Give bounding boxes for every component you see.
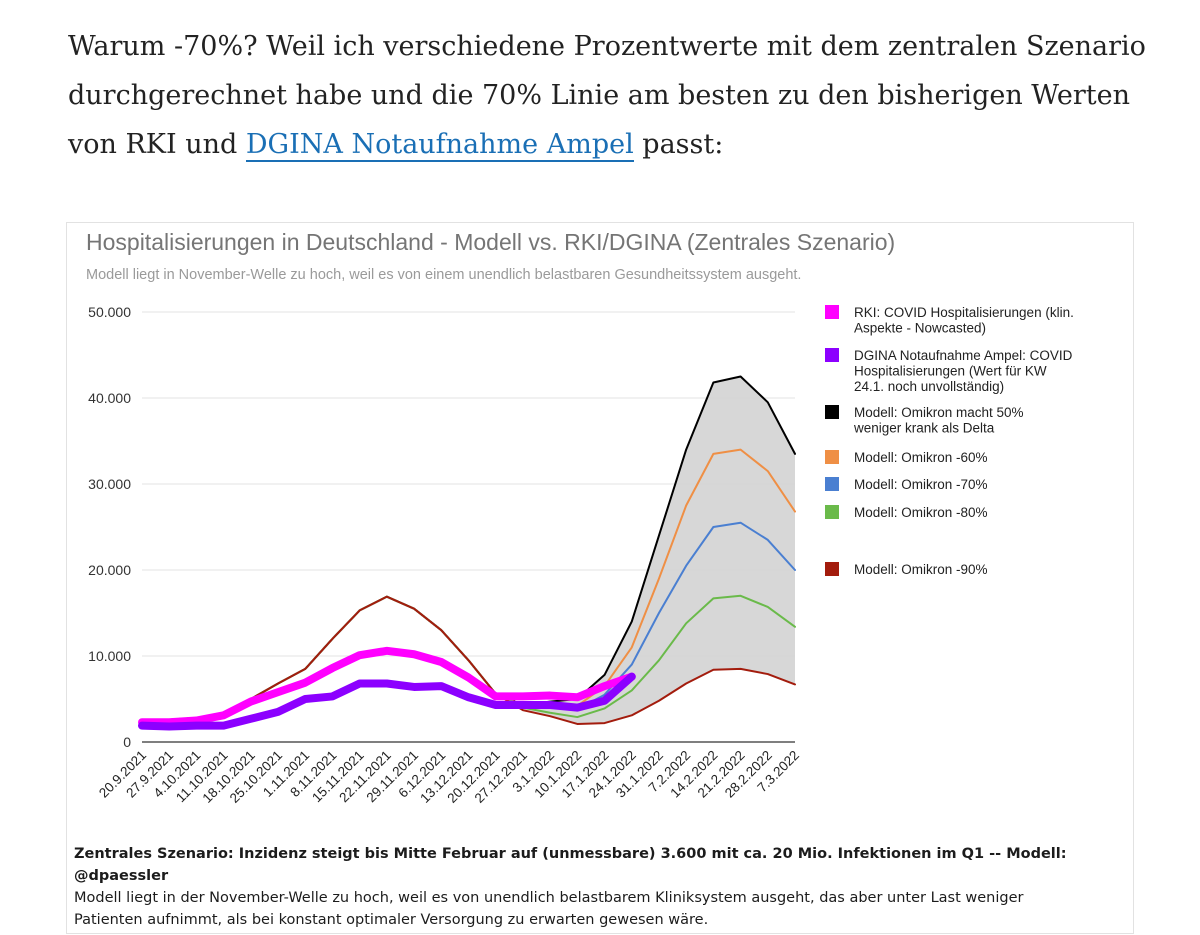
y-tick-label: 50.000	[88, 304, 131, 320]
article-text-before: Warum -70%? Weil ich verschiedene Prozen…	[68, 31, 1146, 160]
dgina-link[interactable]: DGINA Notaufnahme Ampel	[245, 129, 634, 162]
chart-subtitle: Modell liegt in November-Welle zu hoch, …	[86, 267, 801, 283]
caption-bold: Zentrales Szenario: Inzidenz steigt bis …	[74, 846, 1067, 884]
legend-label: RKI: COVID Hospitalisierungen (klin. Aspe…	[854, 305, 1074, 336]
x-axis-ticks: 20.9.202127.9.20214.10.202111.10.202118.…	[96, 748, 802, 806]
y-tick-label: 10.000	[88, 648, 131, 664]
y-tick-label: 30.000	[88, 476, 131, 492]
legend-label: Modell: Omikron macht 50% weniger krank a…	[853, 405, 1024, 436]
band-area	[142, 376, 795, 724]
chart-caption: Zentrales Szenario: Inzidenz steigt bis …	[74, 843, 1134, 931]
legend-swatch	[825, 477, 839, 491]
legend-swatch	[825, 348, 839, 362]
chart-frame	[66, 222, 1134, 934]
legend-label: Modell: Omikron -90%	[854, 562, 988, 577]
y-axis-ticks: 0 10.000 20.000 30.000 40.000 50.000	[88, 304, 131, 750]
legend-swatch	[825, 505, 839, 519]
legend-label: Modell: Omikron -70%	[854, 477, 988, 492]
y-tick-label: 40.000	[88, 390, 131, 406]
series-lines	[138, 375, 796, 731]
legend-swatch	[825, 562, 839, 576]
article-paragraph: Warum -70%? Weil ich verschiedene Prozen…	[68, 22, 1148, 169]
series-line-dgina-notaufnahme-ampel-covid-hospitalis	[138, 672, 636, 731]
legend-swatch	[825, 405, 839, 419]
legend-label: Modell: Omikron -80%	[854, 505, 988, 520]
y-tick-label: 0	[123, 734, 131, 750]
chart-title: Hospitalisierungen in Deutschland - Mode…	[86, 229, 895, 255]
y-tick-label: 20.000	[88, 562, 131, 578]
legend-swatch	[825, 450, 839, 464]
caption-line-3: Patienten aufnimmt, als bei konstant opt…	[74, 912, 709, 928]
legend-label: DGINA Notaufnahme Ampel: COVID Hospitalis…	[854, 348, 1073, 394]
uncertainty-band	[142, 376, 795, 724]
caption-line-2: Modell liegt in der November-Welle zu ho…	[74, 890, 1024, 906]
legend-label: Modell: Omikron -60%	[854, 450, 988, 465]
article-text-after: passt:	[633, 129, 724, 160]
legend: RKI: COVID Hospitalisierungen (klin. Aspe…	[825, 305, 1074, 577]
legend-swatch	[825, 305, 839, 319]
series-line-rki-covid-hospitalisierungen-klin-aspekt	[138, 646, 636, 727]
